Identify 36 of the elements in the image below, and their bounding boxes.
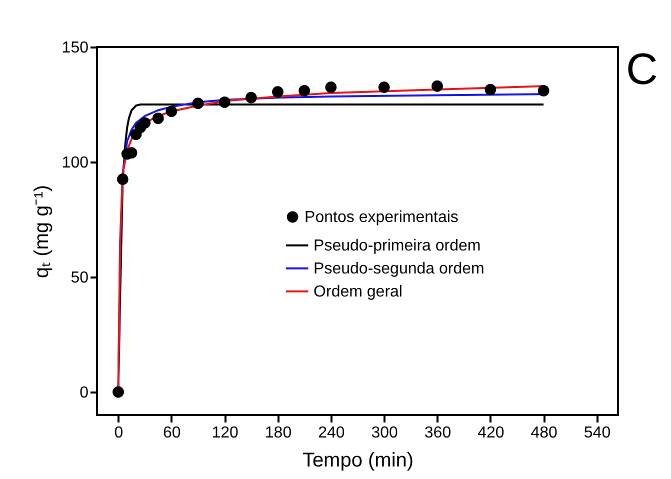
x-tick-label: 180 <box>264 424 292 442</box>
x-tick-label: 540 <box>584 424 611 442</box>
x-tick-label: 240 <box>318 424 345 442</box>
x-axis-title: Tempo (min) <box>302 450 414 472</box>
legend-label: Ordem geral <box>314 283 402 300</box>
legend-label: Pontos experimentais <box>304 208 458 226</box>
point <box>325 82 337 93</box>
legend-label: Pseudo-segunda ordem <box>314 260 484 278</box>
point <box>272 86 284 98</box>
point <box>166 106 178 118</box>
point <box>152 112 164 124</box>
x-tick-label: 0 <box>114 424 124 442</box>
y-tick-label: 50 <box>70 270 89 286</box>
x-tick-label: 480 <box>530 424 558 442</box>
point <box>245 92 257 104</box>
y-axis-title: qₜ (mg g⁻¹) <box>30 184 53 278</box>
y-tick-label: 150 <box>62 40 89 56</box>
y-tick-label: 100 <box>62 154 89 172</box>
x-tick-label: 300 <box>371 424 398 442</box>
point <box>378 82 390 93</box>
point <box>192 98 204 110</box>
x-tick-label: 420 <box>478 424 504 442</box>
text: C <box>626 45 658 94</box>
point <box>298 85 310 96</box>
point <box>484 84 496 96</box>
x-tick-label: 120 <box>212 424 239 442</box>
point <box>116 174 128 185</box>
point <box>432 80 443 92</box>
legend-label: Pseudo-primeira ordem <box>314 237 481 254</box>
point <box>538 85 550 96</box>
y-tick-label: 0 <box>80 384 89 402</box>
x-tick-label: 360 <box>424 424 452 442</box>
point <box>139 117 151 129</box>
point <box>112 386 124 398</box>
point <box>218 96 230 108</box>
x-tick-label: 60 <box>163 424 181 442</box>
